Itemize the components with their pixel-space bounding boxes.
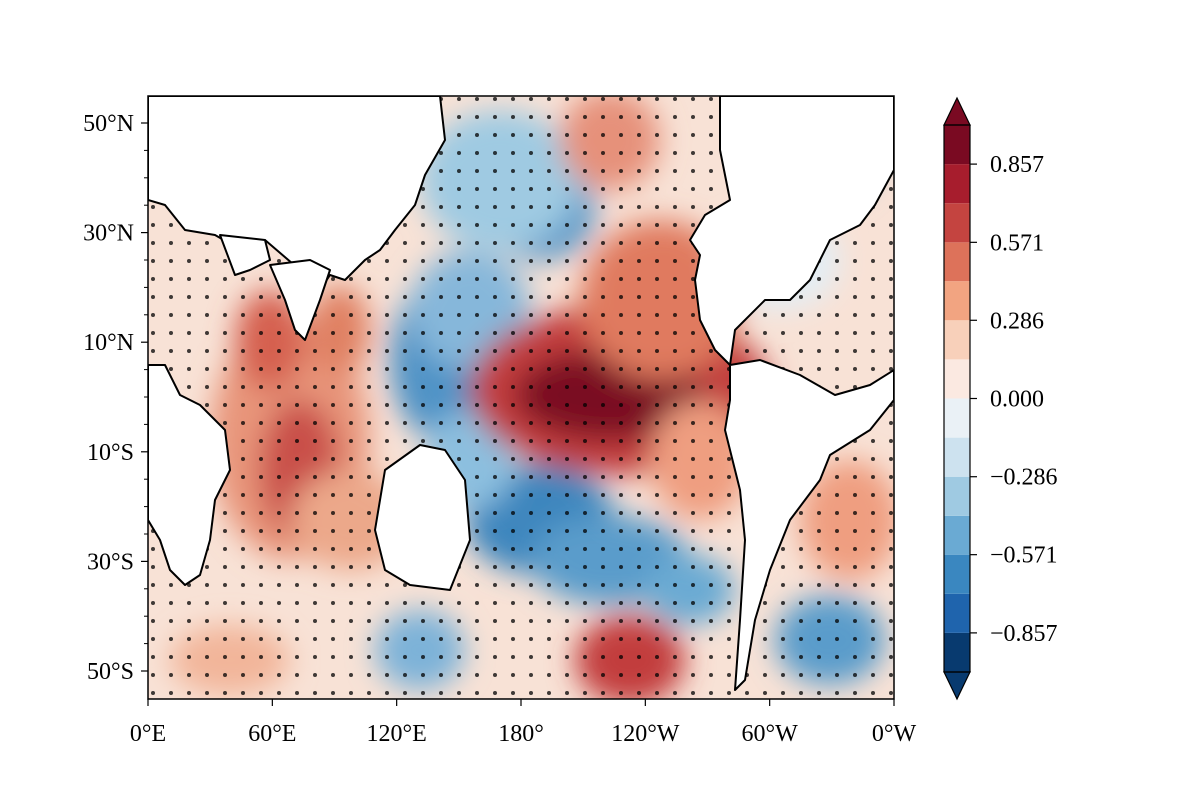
lat-tick-label: 50°N xyxy=(83,111,134,137)
colorbar-segment xyxy=(944,515,970,555)
colorbar-segment xyxy=(944,593,970,633)
colorbar-tick-label: −0.571 xyxy=(990,543,1058,569)
latitude-axis: 50°N 30°N 10°N 10°S 30°S 50°S xyxy=(83,111,148,685)
lon-tick-label: 0°E xyxy=(130,721,166,747)
colorbar-segment xyxy=(944,281,970,321)
colorbar-segment xyxy=(944,164,970,204)
colorbar-segment xyxy=(944,476,970,516)
colorbar-segment xyxy=(944,125,970,165)
colorbar-segment xyxy=(944,398,970,438)
africa-landmass xyxy=(148,364,231,586)
lat-tick-label: 50°S xyxy=(87,659,134,685)
colorbar-segment xyxy=(944,632,970,672)
continents xyxy=(148,96,894,691)
lon-tick-label: 180° xyxy=(498,721,544,747)
colorbar-segment xyxy=(944,203,970,243)
lon-tick-label: 0°W xyxy=(872,721,917,747)
colorbar-extend-max xyxy=(943,96,971,126)
colorbar-ticks: 0.857 0.571 0.286 0.000 −0.286 −0.571 −0.857 xyxy=(970,152,1058,647)
lon-tick-label: 60°E xyxy=(248,721,296,747)
colorbar-segment xyxy=(944,554,970,594)
colorbar xyxy=(943,96,971,701)
lat-tick-label: 30°N xyxy=(83,221,134,247)
india-landmass xyxy=(269,259,331,341)
arabia-landmass xyxy=(219,234,271,276)
eurasia-landmass xyxy=(148,96,446,291)
colorbar-tick-label: 0.857 xyxy=(990,152,1044,178)
colorbar-tick-label: 0.571 xyxy=(990,230,1044,256)
colorbar-segment xyxy=(944,320,970,360)
australia-landmass xyxy=(374,444,471,591)
colorbar-tick-label: −0.286 xyxy=(990,465,1058,491)
map-area xyxy=(148,96,894,699)
colorbar-segment xyxy=(944,437,970,477)
lat-tick-label: 30°S xyxy=(87,549,134,575)
colorbar-tick-label: 0.286 xyxy=(990,308,1044,334)
longitude-axis: 0°E 60°E 120°E 180° 120°W 60°W 0°W xyxy=(130,699,917,747)
colorbar-tick-label: 0.000 xyxy=(990,387,1044,413)
lat-tick-label: 10°N xyxy=(83,330,134,356)
lon-tick-label: 120°E xyxy=(367,721,427,747)
south-america-landmass xyxy=(724,359,894,691)
lon-tick-label: 60°W xyxy=(742,721,799,747)
colorbar-segment xyxy=(944,242,970,282)
north-america-landmass xyxy=(689,96,894,366)
colorbar-extend-min xyxy=(943,671,971,701)
colorbar-tick-label: −0.857 xyxy=(990,621,1058,647)
lon-tick-label: 120°W xyxy=(611,721,680,747)
lat-tick-label: 10°S xyxy=(87,440,134,466)
colorbar-segment xyxy=(944,359,970,399)
